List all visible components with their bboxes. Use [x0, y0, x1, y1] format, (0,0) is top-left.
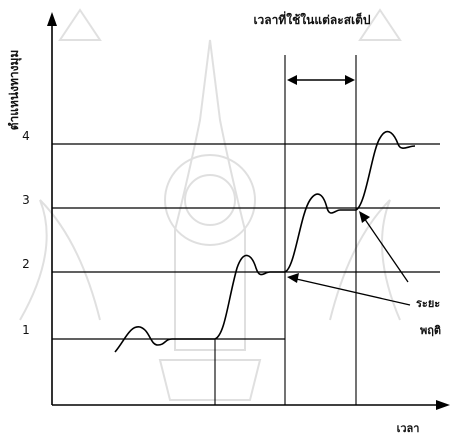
pointer-arrow-2-head — [359, 211, 370, 223]
pointer-arrow-1-head — [287, 273, 299, 283]
y-axis-arrow — [47, 12, 57, 26]
pointer-arrow-1 — [291, 277, 411, 306]
diagram-title: เวลาที่ใช้ในแต่ละสเต็ป — [253, 11, 370, 27]
step-time-arrow-right-head — [345, 75, 355, 85]
y-axis-label: ตำแหน่งทางมุม — [7, 50, 22, 131]
level-label-4: 4 — [22, 129, 30, 143]
level-label-3: 3 — [22, 193, 30, 207]
step-response-curve — [114, 130, 416, 353]
level-label-1: 1 — [22, 323, 30, 337]
side-label-line-2: พฤติ — [420, 324, 441, 337]
step-time-arrow-left-head — [287, 75, 297, 85]
watermark-seal — [19, 8, 402, 401]
x-axis-label: เวลา — [397, 422, 420, 435]
side-label-line-1: ระยะ — [416, 297, 440, 310]
level-label-2: 2 — [22, 257, 30, 271]
x-axis-arrow — [436, 400, 450, 410]
pointer-arrow-2 — [361, 214, 409, 283]
